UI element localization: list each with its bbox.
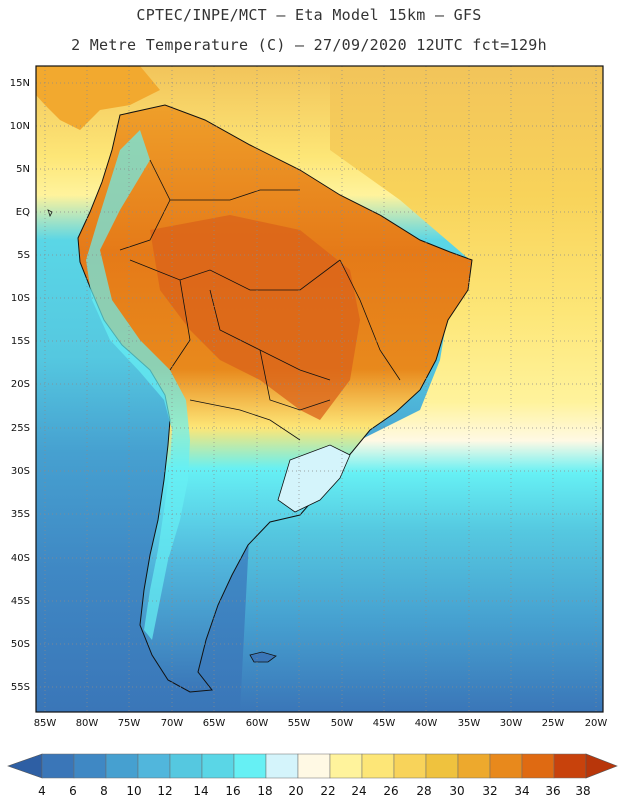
graticule — [36, 66, 603, 712]
colorbar-cell — [41, 753, 75, 779]
atlantic-ocean-field — [240, 66, 603, 712]
lon-label: 65W — [203, 718, 226, 729]
lat-label: 55S — [11, 682, 30, 693]
colorbar-label: 28 — [416, 784, 431, 798]
colorbar-label: 6 — [69, 784, 77, 798]
lon-label: 75W — [118, 718, 141, 729]
lon-label: 70W — [161, 718, 184, 729]
colorbar-under-arrow — [7, 753, 43, 779]
lat-label: 20S — [11, 379, 30, 390]
lon-label: 55W — [288, 718, 311, 729]
colorbar-label: 30 — [449, 784, 464, 798]
colorbar-label: 26 — [383, 784, 398, 798]
colorbar-label: 14 — [193, 784, 208, 798]
colorbar-cell — [137, 753, 171, 779]
lon-label: 50W — [331, 718, 354, 729]
andes-cool-strip — [86, 130, 190, 640]
lat-label: 5N — [16, 164, 30, 175]
lon-label: 60W — [246, 718, 269, 729]
lat-label: 45S — [11, 596, 30, 607]
country-borders — [119, 159, 401, 441]
lat-label: 50S — [11, 639, 30, 650]
lat-label: 10S — [11, 293, 30, 304]
colorbar-label: 24 — [351, 784, 366, 798]
colorbar-label: 32 — [482, 784, 497, 798]
hot-interior-region — [150, 215, 360, 420]
colorbar-cell — [489, 753, 523, 779]
map-frame — [35, 65, 604, 713]
latitude-axis: 15N 10N 5N EQ 5S 10S 15S 20S 25S 30S 35S… — [10, 78, 30, 693]
lon-label: 20W — [585, 718, 608, 729]
colorbar-label: 38 — [575, 784, 590, 798]
colorbar-cell — [73, 753, 107, 779]
lon-label: 45W — [373, 718, 396, 729]
uruguay-region — [277, 444, 351, 513]
colorbar-label: 20 — [288, 784, 303, 798]
lat-label: 25S — [11, 423, 30, 434]
lat-label: EQ — [16, 207, 30, 218]
colorbar-label: 22 — [320, 784, 335, 798]
colorbar-label: 4 — [38, 784, 46, 798]
colorbar-label: 8 — [100, 784, 108, 798]
lon-label: 40W — [415, 718, 438, 729]
lat-label: 35S — [11, 509, 30, 520]
lat-label: 5S — [17, 250, 30, 261]
lat-label: 40S — [11, 553, 30, 564]
lat-label: 10N — [10, 121, 30, 132]
colorbar-label: 16 — [225, 784, 240, 798]
colorbar-label: 12 — [157, 784, 172, 798]
colorbar-label: 10 — [126, 784, 141, 798]
lon-label: 85W — [34, 718, 57, 729]
colorbar-label: 34 — [514, 784, 529, 798]
colorbar-cell — [201, 753, 235, 779]
colorbar-cell — [105, 753, 139, 779]
colorbar-cell — [553, 753, 587, 779]
colorbar-cells — [41, 753, 587, 779]
colorbar: 4 6 8 10 12 14 16 18 20 22 24 26 28 30 3… — [7, 753, 618, 798]
lat-label: 30S — [11, 466, 30, 477]
temperature-field — [36, 66, 603, 712]
lon-label: 30W — [500, 718, 523, 729]
colorbar-labels: 4 6 8 10 12 14 16 18 20 22 24 26 28 30 3… — [38, 784, 590, 798]
colorbar-cell — [425, 753, 459, 779]
colorbar-cell — [329, 753, 363, 779]
lat-label: 15S — [11, 336, 30, 347]
colorbar-cell — [521, 753, 555, 779]
colorbar-cell — [361, 753, 395, 779]
colorbar-cell — [265, 753, 299, 779]
lon-label: 25W — [542, 718, 565, 729]
colorbar-cell — [457, 753, 491, 779]
falkland-islands — [249, 651, 277, 663]
colorbar-over-arrow — [585, 753, 618, 779]
longitude-axis: 85W 80W 75W 70W 65W 60W 55W 50W 45W 40W … — [34, 718, 608, 729]
lon-label: 80W — [76, 718, 99, 729]
lon-label: 35W — [458, 718, 481, 729]
colorbar-cell — [233, 753, 267, 779]
colorbar-cell — [169, 753, 203, 779]
colorbar-label: 18 — [257, 784, 272, 798]
lat-label: 15N — [10, 78, 30, 89]
colorbar-label: 36 — [545, 784, 560, 798]
colorbar-cell — [297, 753, 331, 779]
chart-title-line-2: 2 Metre Temperature (C) – 27/09/2020 12U… — [71, 36, 547, 54]
chart-title-line-1: CPTEC/INPE/MCT – Eta Model 15km – GFS — [136, 6, 482, 24]
colorbar-cell — [393, 753, 427, 779]
galapagos-islands — [47, 209, 53, 218]
